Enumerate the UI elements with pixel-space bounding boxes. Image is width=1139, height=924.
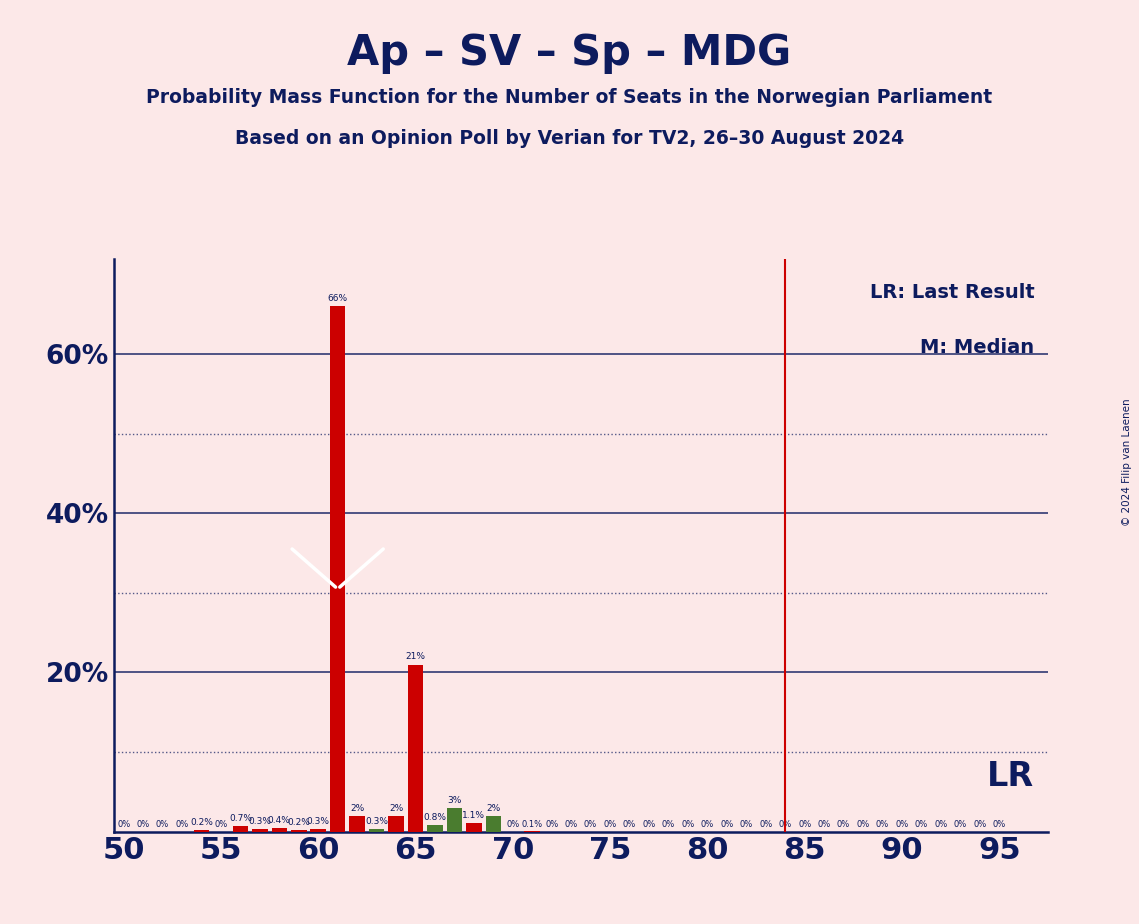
Text: 0%: 0% bbox=[837, 821, 850, 829]
Text: 0%: 0% bbox=[584, 821, 597, 829]
Text: 0%: 0% bbox=[953, 821, 967, 829]
Text: Based on an Opinion Poll by Verian for TV2, 26–30 August 2024: Based on an Opinion Poll by Verian for T… bbox=[235, 129, 904, 149]
Bar bbox=[427, 825, 443, 832]
Bar bbox=[271, 829, 287, 832]
Text: 0.4%: 0.4% bbox=[268, 816, 290, 825]
Text: 0%: 0% bbox=[175, 821, 189, 829]
Text: Probability Mass Function for the Number of Seats in the Norwegian Parliament: Probability Mass Function for the Number… bbox=[147, 88, 992, 107]
Text: LR: Last Result: LR: Last Result bbox=[869, 283, 1034, 301]
Text: 0%: 0% bbox=[565, 821, 577, 829]
Bar bbox=[485, 816, 501, 832]
Text: 0%: 0% bbox=[818, 821, 830, 829]
Text: 0%: 0% bbox=[934, 821, 948, 829]
Text: 0%: 0% bbox=[642, 821, 656, 829]
Text: 0.3%: 0.3% bbox=[366, 817, 388, 826]
Text: 0%: 0% bbox=[662, 821, 675, 829]
Text: 0.8%: 0.8% bbox=[424, 813, 446, 822]
Bar bbox=[466, 823, 482, 832]
Text: 0%: 0% bbox=[739, 821, 753, 829]
Bar bbox=[369, 829, 384, 832]
Bar bbox=[232, 826, 248, 832]
Bar bbox=[290, 830, 306, 832]
Text: 0%: 0% bbox=[214, 821, 228, 829]
Bar bbox=[311, 829, 326, 832]
Text: 2%: 2% bbox=[486, 804, 500, 812]
Text: 0.7%: 0.7% bbox=[229, 814, 252, 823]
Text: 0.1%: 0.1% bbox=[522, 821, 543, 829]
Text: 2%: 2% bbox=[350, 804, 364, 812]
Text: 2%: 2% bbox=[388, 804, 403, 812]
Text: © 2024 Filip van Laenen: © 2024 Filip van Laenen bbox=[1122, 398, 1132, 526]
Text: 0%: 0% bbox=[876, 821, 890, 829]
Text: 0.2%: 0.2% bbox=[287, 818, 310, 827]
Text: 0%: 0% bbox=[623, 821, 637, 829]
Text: 0%: 0% bbox=[117, 821, 130, 829]
Text: 0%: 0% bbox=[915, 821, 928, 829]
Text: M: Median: M: Median bbox=[920, 338, 1034, 358]
Text: 0%: 0% bbox=[506, 821, 519, 829]
Text: 0.3%: 0.3% bbox=[248, 817, 271, 826]
Text: 0%: 0% bbox=[604, 821, 616, 829]
Text: 66%: 66% bbox=[328, 294, 347, 303]
Text: 0%: 0% bbox=[681, 821, 695, 829]
Text: 0%: 0% bbox=[546, 821, 558, 829]
Text: 21%: 21% bbox=[405, 652, 426, 662]
Text: 3%: 3% bbox=[448, 796, 461, 805]
Text: 0%: 0% bbox=[857, 821, 870, 829]
Text: 0%: 0% bbox=[156, 821, 170, 829]
Text: 0%: 0% bbox=[798, 821, 811, 829]
Text: 0%: 0% bbox=[973, 821, 986, 829]
Text: 1.1%: 1.1% bbox=[462, 810, 485, 820]
Bar bbox=[194, 830, 210, 832]
Text: 0%: 0% bbox=[895, 821, 909, 829]
Text: 0%: 0% bbox=[992, 821, 1006, 829]
Text: 0%: 0% bbox=[720, 821, 734, 829]
Bar bbox=[330, 307, 345, 832]
Bar bbox=[252, 829, 268, 832]
Text: 0%: 0% bbox=[779, 821, 792, 829]
Text: 0%: 0% bbox=[137, 821, 149, 829]
Bar bbox=[446, 808, 462, 832]
Text: 0.3%: 0.3% bbox=[306, 817, 329, 826]
Text: 0%: 0% bbox=[700, 821, 714, 829]
Bar bbox=[388, 816, 404, 832]
Text: 0%: 0% bbox=[759, 821, 772, 829]
Text: 0.2%: 0.2% bbox=[190, 818, 213, 827]
Text: LR: LR bbox=[988, 760, 1034, 793]
Bar bbox=[408, 664, 424, 832]
Bar bbox=[350, 816, 364, 832]
Text: Ap – SV – Sp – MDG: Ap – SV – Sp – MDG bbox=[347, 32, 792, 74]
